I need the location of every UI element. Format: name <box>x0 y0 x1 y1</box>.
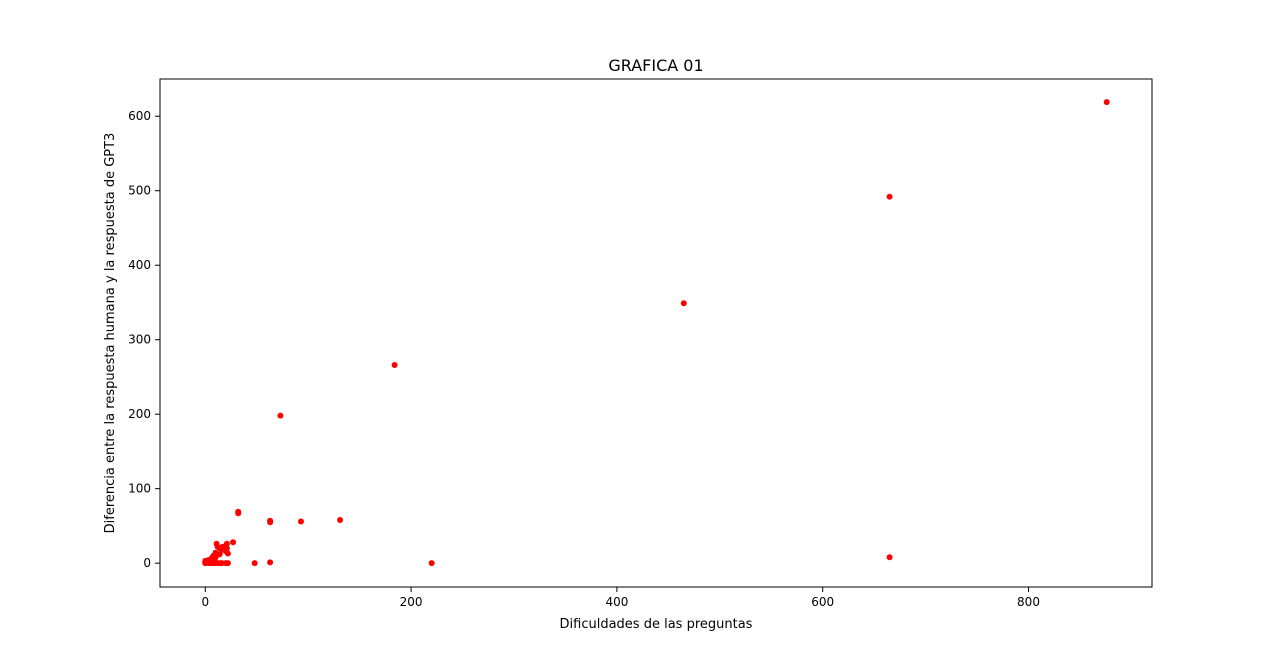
scatter-point <box>337 516 344 523</box>
data-points <box>202 99 1110 567</box>
scatter-point <box>886 554 893 561</box>
x-tick-label: 200 <box>400 595 423 609</box>
chart-title: GRAFICA 01 <box>608 56 703 75</box>
y-axis-ticks: 0 100 200 300 400 500 600 <box>128 109 160 570</box>
scatter-point <box>235 510 242 517</box>
scatter-point <box>680 300 687 307</box>
scatter-point <box>1103 99 1110 106</box>
y-tick-label: 500 <box>128 184 151 198</box>
scatter-point <box>218 560 225 567</box>
y-tick-label: 400 <box>128 258 151 272</box>
y-tick-label: 100 <box>128 482 151 496</box>
x-tick-label: 400 <box>605 595 628 609</box>
scatter-point <box>428 560 435 567</box>
y-tick-label: 600 <box>128 109 151 123</box>
scatter-point <box>267 559 274 566</box>
scatter-point <box>886 193 893 200</box>
scatter-point <box>297 518 304 525</box>
y-tick-label: 200 <box>128 407 151 421</box>
scatter-point <box>213 540 220 547</box>
x-axis-label: Dificuldades de las preguntas <box>560 617 753 632</box>
scatter-point <box>391 362 398 369</box>
y-tick-label: 300 <box>128 333 151 347</box>
scatter-point <box>202 557 209 564</box>
x-tick-label: 600 <box>811 595 834 609</box>
scatter-point <box>230 539 237 546</box>
scatter-point <box>277 412 284 419</box>
y-tick-label: 0 <box>143 556 151 570</box>
x-tick-label: 800 <box>1017 595 1040 609</box>
x-tick-label: 0 <box>201 595 209 609</box>
plot-area-frame <box>159 78 1153 588</box>
y-axis-label: Diferencia entre la respuesta humana y l… <box>103 133 118 534</box>
scatter-point <box>267 519 274 526</box>
scatter-point <box>223 540 230 547</box>
scatter-point <box>251 560 258 567</box>
scatter-point <box>224 560 231 567</box>
x-axis-ticks: 0 200 400 600 800 <box>201 587 1040 609</box>
